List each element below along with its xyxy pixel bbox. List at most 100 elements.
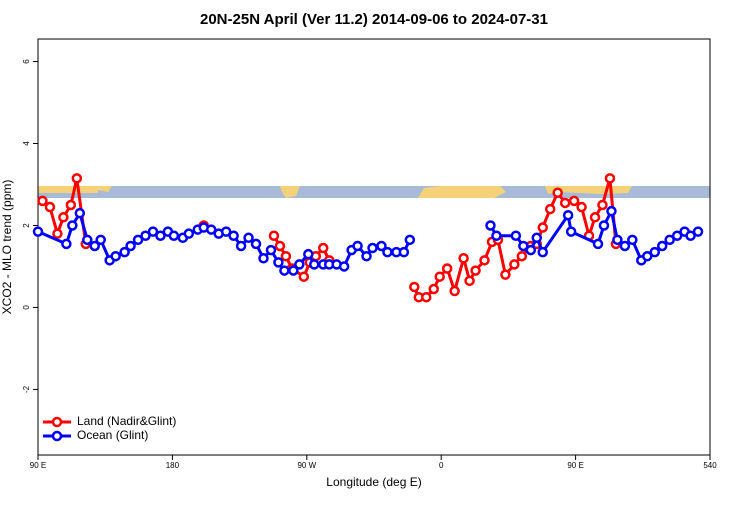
point	[664, 234, 675, 246]
point	[205, 224, 217, 235]
x-tick-label: 90 E	[30, 461, 46, 470]
point	[470, 265, 481, 276]
x-tick-label: 90 W	[297, 461, 316, 470]
point	[642, 250, 653, 262]
point	[119, 246, 130, 258]
point	[274, 240, 286, 252]
point	[458, 253, 469, 264]
point	[537, 222, 548, 233]
point	[685, 230, 696, 241]
point	[568, 195, 580, 207]
point	[250, 238, 262, 250]
point	[89, 240, 100, 252]
plot-frame	[37, 38, 711, 456]
point	[288, 265, 299, 276]
map-ocean	[38, 186, 710, 198]
point	[479, 255, 490, 266]
point	[258, 253, 269, 264]
point	[619, 240, 631, 252]
map-land	[38, 186, 98, 193]
point	[537, 246, 548, 258]
point	[71, 173, 83, 184]
legend-label: Land (Nadir&Glint)	[77, 414, 176, 428]
y-tick-label: 6	[22, 59, 31, 64]
point	[37, 195, 48, 207]
point	[627, 234, 638, 246]
point	[58, 212, 69, 223]
point	[82, 234, 93, 246]
legend: Land (Nadir&Glint)Ocean (Glint)	[43, 414, 176, 442]
map-land	[418, 186, 506, 198]
x-tick-label: 540	[703, 461, 717, 470]
point	[279, 265, 290, 276]
point	[398, 246, 410, 258]
point	[485, 220, 496, 231]
point	[52, 228, 63, 239]
legend-marker	[51, 416, 63, 428]
point	[597, 199, 608, 211]
point	[509, 259, 520, 270]
point	[95, 234, 106, 246]
y-tick-label: 4	[22, 141, 31, 146]
point	[598, 220, 610, 231]
point	[604, 173, 616, 184]
point	[44, 201, 56, 213]
point	[280, 250, 292, 262]
point	[265, 244, 277, 256]
point	[32, 226, 44, 237]
point	[317, 242, 329, 254]
point	[449, 285, 460, 297]
point	[74, 207, 86, 219]
point	[562, 209, 574, 221]
point	[576, 201, 587, 213]
x-tick-label: 90 E	[567, 461, 583, 470]
point	[67, 220, 78, 231]
point	[518, 240, 529, 252]
point	[592, 238, 604, 250]
point	[544, 203, 556, 215]
point	[612, 234, 623, 246]
point	[552, 187, 563, 198]
point	[421, 291, 432, 303]
y-tick-label: 0	[22, 305, 31, 310]
point	[382, 246, 393, 258]
point	[132, 234, 144, 246]
point	[338, 261, 350, 272]
point	[428, 283, 439, 295]
point	[61, 238, 72, 250]
point	[147, 226, 159, 237]
point	[409, 281, 420, 293]
map-land	[98, 186, 112, 192]
point	[303, 248, 314, 260]
point	[65, 199, 77, 211]
point	[656, 240, 668, 252]
point	[220, 226, 232, 237]
point	[140, 230, 151, 241]
x-axis-label: Longitude (deg E)	[326, 475, 421, 489]
point	[235, 240, 247, 252]
point	[294, 259, 305, 270]
point	[268, 230, 280, 241]
point	[404, 234, 416, 246]
point	[565, 226, 577, 237]
point	[692, 226, 704, 237]
point	[649, 246, 660, 258]
point	[125, 240, 136, 252]
map-land	[280, 186, 300, 198]
point	[183, 228, 195, 239]
chart-title: 20N-25N April (Ver 11.2) 2014-09-06 to 2…	[200, 11, 548, 28]
y-tick-label: -2	[22, 385, 31, 393]
point	[309, 259, 320, 270]
point	[110, 250, 121, 262]
y-tick-label: 2	[22, 223, 31, 228]
point	[606, 205, 617, 217]
point	[525, 244, 537, 256]
point	[298, 271, 310, 282]
point	[464, 275, 475, 287]
point	[376, 240, 387, 252]
point	[361, 250, 372, 262]
point	[516, 250, 528, 262]
point	[510, 230, 522, 241]
point	[243, 232, 254, 244]
